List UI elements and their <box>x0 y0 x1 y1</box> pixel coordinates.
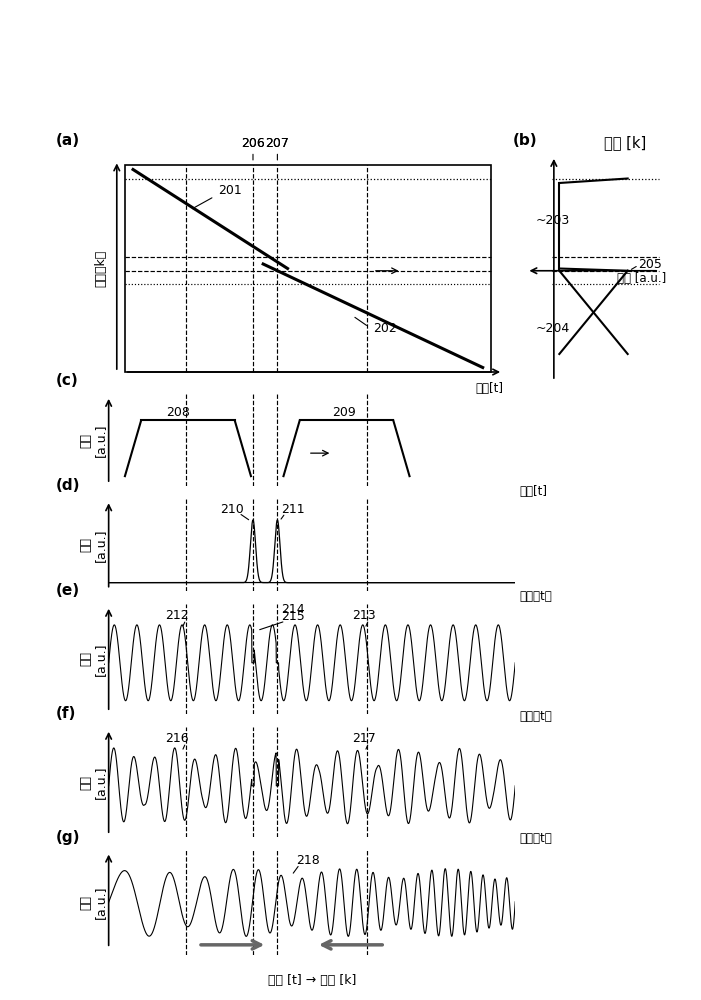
Text: 209: 209 <box>332 406 356 419</box>
Text: 时间［t］: 时间［t］ <box>519 590 552 603</box>
Text: (b): (b) <box>513 133 538 148</box>
Text: (f): (f) <box>56 706 76 721</box>
Text: 206: 206 <box>241 137 265 150</box>
Text: 214: 214 <box>282 603 305 616</box>
Text: 206: 206 <box>241 137 265 150</box>
Text: 213: 213 <box>353 609 376 622</box>
Text: 217: 217 <box>353 732 376 745</box>
Text: (e): (e) <box>56 583 80 598</box>
Text: 216: 216 <box>165 732 189 745</box>
Y-axis label: 强度
[a.u.]: 强度 [a.u.] <box>79 765 107 799</box>
Text: 时间［t］: 时间［t］ <box>519 710 552 722</box>
Y-axis label: 强度
[a.u.]: 强度 [a.u.] <box>79 642 107 676</box>
Text: 201: 201 <box>219 184 242 197</box>
Text: 211: 211 <box>282 503 305 516</box>
Text: 波数 [k]: 波数 [k] <box>604 135 647 150</box>
Text: ~204: ~204 <box>536 322 571 334</box>
Text: 时间［t］: 时间［t］ <box>519 832 552 846</box>
Y-axis label: 强度
[a.u.]: 强度 [a.u.] <box>79 423 107 457</box>
Text: 208: 208 <box>166 406 190 419</box>
Text: 207: 207 <box>266 137 290 150</box>
Text: 时间[t]: 时间[t] <box>475 382 503 395</box>
Text: 205: 205 <box>639 258 662 271</box>
Y-axis label: 强度
[a.u.]: 强度 [a.u.] <box>79 528 107 562</box>
Text: 215: 215 <box>282 610 305 623</box>
Y-axis label: 波数［k］: 波数［k］ <box>94 250 107 287</box>
Text: 时间 [t] → 波数 [k]: 时间 [t] → 波数 [k] <box>268 974 356 987</box>
Text: 210: 210 <box>220 503 244 516</box>
Y-axis label: 强度
[a.u.]: 强度 [a.u.] <box>79 886 107 919</box>
Text: (g): (g) <box>56 830 81 845</box>
Text: 202: 202 <box>373 322 397 334</box>
Text: 时间[t]: 时间[t] <box>519 485 547 498</box>
Text: 207: 207 <box>266 137 290 150</box>
Text: 212: 212 <box>165 609 189 622</box>
Text: 218: 218 <box>296 854 320 867</box>
Text: (d): (d) <box>56 478 81 493</box>
Text: 强度 [a.u.]: 强度 [a.u.] <box>617 272 666 285</box>
Text: (a): (a) <box>56 133 80 148</box>
Text: (c): (c) <box>56 373 79 388</box>
Text: ~203: ~203 <box>536 214 571 227</box>
